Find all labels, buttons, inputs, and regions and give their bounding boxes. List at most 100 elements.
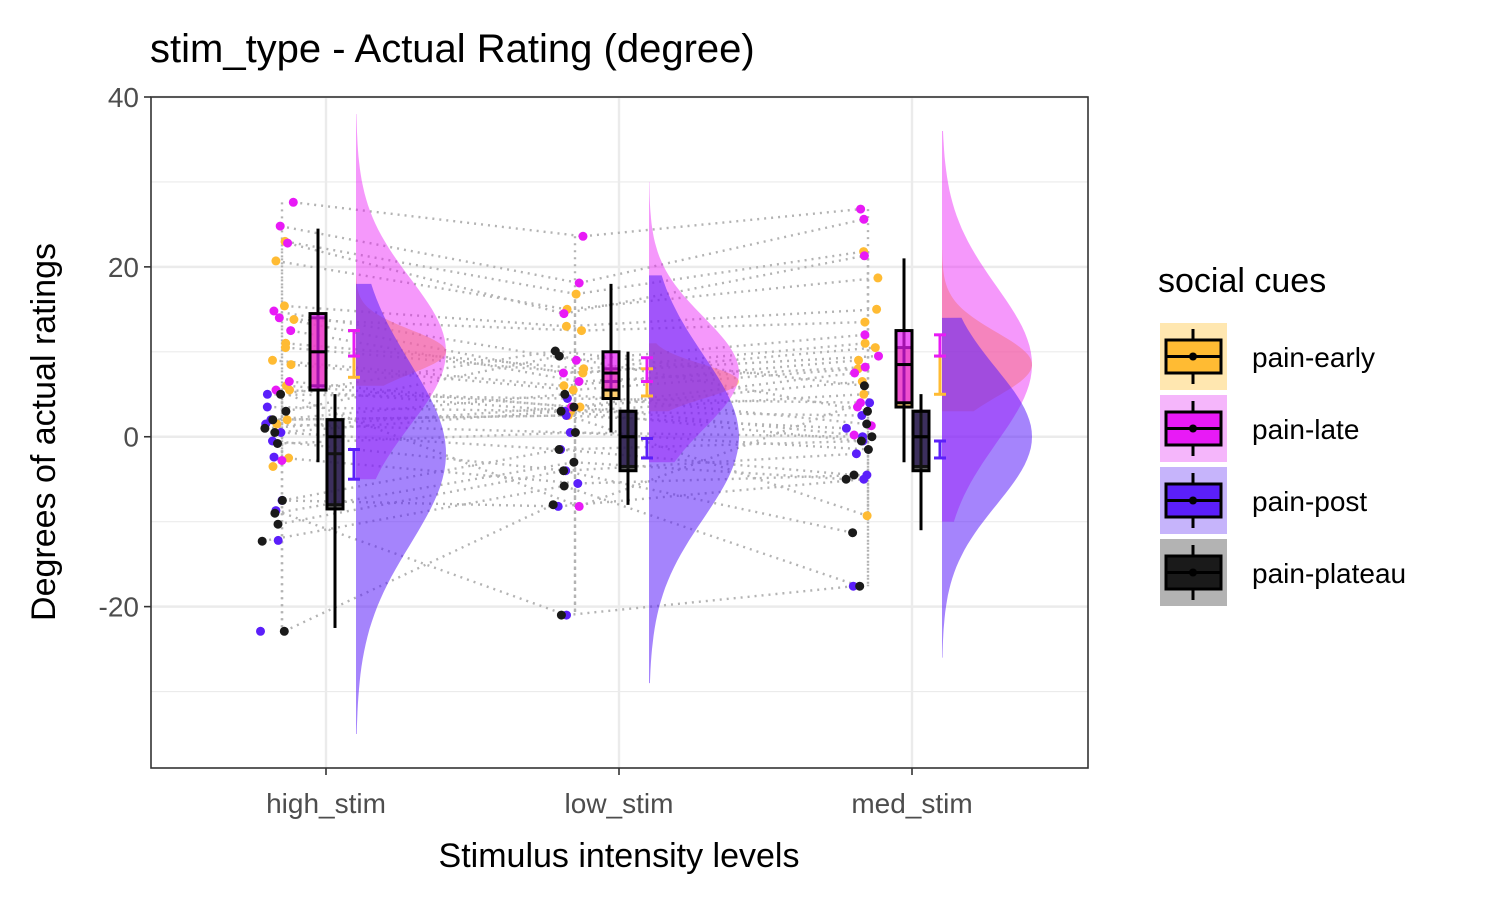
- point-pain-late: [269, 306, 279, 316]
- point-pain-late: [288, 197, 298, 207]
- point-pain-plateau: [559, 481, 569, 491]
- point-pain-early: [279, 301, 289, 311]
- connecting-line: [560, 439, 863, 451]
- point-pain-early: [860, 338, 870, 348]
- point-pain-plateau: [559, 466, 569, 476]
- point-pain-post: [851, 449, 861, 459]
- point-pain-plateau: [848, 528, 858, 538]
- point-pain-early: [568, 385, 578, 395]
- point-pain-plateau: [863, 406, 872, 416]
- point-pain-post: [573, 479, 583, 488]
- point-pain-plateau: [273, 439, 282, 448]
- point-pain-late: [574, 278, 584, 288]
- point-pain-late: [283, 238, 293, 248]
- x-tick-label: med_stim: [851, 788, 972, 819]
- connecting-line: [285, 346, 584, 375]
- point-pain-early: [577, 326, 586, 336]
- connecting-line: [284, 304, 567, 328]
- point-pain-plateau: [554, 351, 564, 361]
- legend-label: pain-early: [1252, 342, 1375, 373]
- legend-label: pain-late: [1252, 414, 1359, 445]
- point-pain-plateau: [855, 581, 865, 591]
- point-pain-early: [870, 343, 880, 353]
- point-pain-plateau: [556, 610, 566, 620]
- point-pain-post: [859, 474, 869, 484]
- point-pain-plateau: [863, 445, 873, 454]
- point-pain-plateau: [270, 508, 280, 518]
- legend-label: pain-plateau: [1252, 558, 1406, 589]
- density-pain-post: [356, 283, 446, 735]
- point-pain-early: [271, 256, 281, 266]
- point-pain-plateau: [867, 432, 877, 442]
- point-pain-early: [862, 511, 872, 521]
- connecting-line: [279, 224, 580, 285]
- point-pain-early: [571, 289, 581, 299]
- connecting-line: [559, 354, 868, 413]
- density-pain-post: [649, 275, 739, 684]
- connecting-line: [275, 509, 567, 617]
- y-tick-label: 20: [108, 252, 139, 283]
- point-pain-late: [860, 330, 870, 340]
- legend-key-point: [1189, 352, 1197, 361]
- point-pain-plateau: [268, 415, 278, 425]
- connecting-line: [566, 276, 879, 311]
- point-pain-late: [574, 501, 584, 511]
- legend-title: social cues: [1158, 262, 1326, 300]
- point-pain-plateau: [570, 428, 580, 437]
- point-pain-plateau: [281, 406, 291, 416]
- point-pain-late: [859, 214, 869, 224]
- box-pain-plateau: [618, 409, 638, 473]
- point-pain-late: [574, 377, 584, 386]
- point-pain-post: [865, 398, 875, 408]
- box-pain-late: [601, 350, 621, 392]
- point-pain-plateau: [260, 423, 270, 433]
- point-pain-early: [285, 385, 294, 395]
- point-pain-plateau: [270, 428, 280, 437]
- point-pain-late: [578, 231, 588, 241]
- point-pain-plateau: [554, 445, 564, 454]
- connecting-line: [566, 308, 877, 328]
- point-pain-early: [873, 273, 883, 283]
- point-pain-plateau: [257, 536, 267, 546]
- point-pain-early: [268, 462, 278, 471]
- connecting-line: [274, 410, 562, 434]
- y-tick-label: 0: [123, 422, 139, 453]
- box-pain-plateau: [325, 418, 345, 511]
- point-pain-post: [269, 452, 279, 462]
- point-pain-late: [849, 430, 859, 440]
- point-pain-plateau: [841, 474, 851, 484]
- point-pain-late: [860, 362, 870, 372]
- x-axis: high_stim low_stim med_stim: [266, 768, 973, 819]
- legend-key-point: [1189, 496, 1197, 505]
- point-pain-late: [275, 221, 285, 231]
- connecting-line: [582, 207, 861, 238]
- legend-key-point: [1189, 568, 1197, 577]
- x-tick-label: high_stim: [266, 788, 386, 819]
- connecting-line: [563, 484, 861, 588]
- point-pain-plateau: [569, 457, 579, 467]
- point-pain-late: [559, 309, 569, 319]
- point-pain-late: [850, 368, 860, 378]
- box-pain-late: [894, 329, 914, 405]
- legend-label: pain-post: [1252, 486, 1367, 517]
- point-pain-early: [872, 304, 882, 314]
- connecting-line: [265, 422, 571, 434]
- connecting-line: [284, 240, 577, 296]
- point-pain-plateau: [273, 519, 283, 529]
- y-tick-label: 40: [108, 82, 139, 113]
- connecting-line: [289, 380, 572, 409]
- point-pain-late: [874, 351, 883, 361]
- connecting-line: [573, 367, 859, 392]
- point-pain-late: [571, 355, 581, 365]
- point-pain-post: [262, 402, 272, 412]
- connecting-line: [286, 384, 581, 409]
- point-pain-plateau: [569, 402, 579, 412]
- error-bars: [348, 329, 946, 481]
- y-axis-title: Degrees of actual ratings: [25, 243, 63, 621]
- point-pain-plateau: [859, 381, 869, 391]
- point-pain-plateau: [548, 500, 558, 510]
- connecting-line: [274, 461, 575, 515]
- point-pain-plateau: [556, 406, 566, 416]
- point-pain-late: [558, 368, 568, 378]
